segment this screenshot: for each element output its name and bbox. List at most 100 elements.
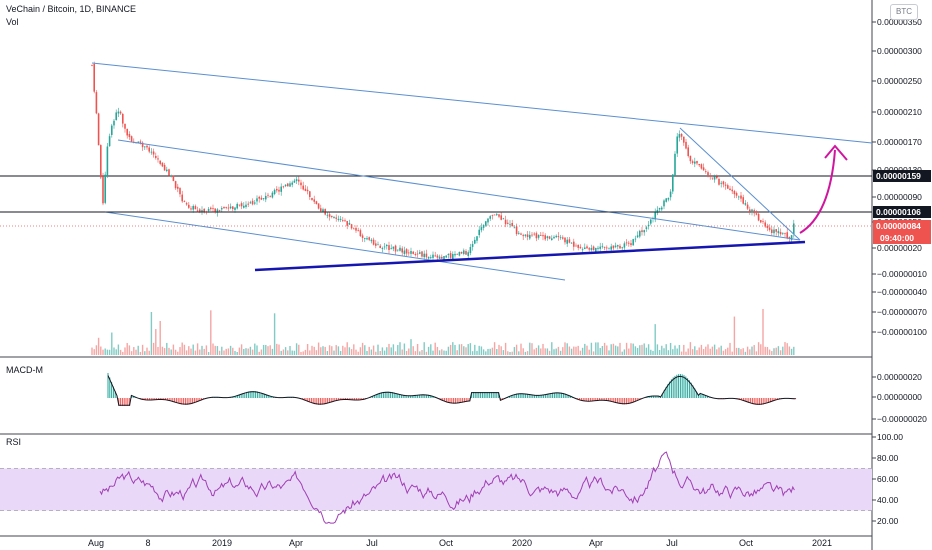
- candle-body: [634, 238, 637, 240]
- volume-bar: [526, 351, 529, 355]
- candle-body: [784, 232, 786, 234]
- volume-bar: [313, 346, 315, 355]
- volume-bar: [271, 348, 274, 355]
- candle-body: [751, 209, 753, 213]
- candle-body: [669, 191, 672, 198]
- volume-bar: [203, 348, 205, 355]
- candle-body: [291, 182, 293, 185]
- candle-body: [284, 184, 287, 187]
- trendline-descending[interactable]: [679, 127, 801, 241]
- candle-body: [608, 248, 610, 250]
- volume-bar: [436, 346, 439, 355]
- volume-bar: [392, 344, 395, 355]
- candle-body: [775, 229, 777, 232]
- candle-body: [313, 199, 315, 202]
- volume-bar: [463, 346, 465, 355]
- volume-bar: [141, 344, 144, 355]
- volume-bar: [652, 350, 654, 355]
- volume-bar: [381, 347, 384, 355]
- candle-body: [531, 234, 533, 236]
- volume-bar: [137, 345, 139, 355]
- volume-bar: [104, 348, 106, 355]
- projection-arrow[interactable]: [799, 149, 836, 234]
- candle-body: [306, 189, 309, 192]
- volume-bar: [119, 349, 122, 355]
- volume-bar: [788, 346, 791, 355]
- candle-body: [487, 218, 489, 223]
- volume-bar: [513, 347, 516, 355]
- volume-bar: [724, 349, 727, 355]
- candle-body: [166, 169, 168, 172]
- candle-body: [586, 246, 588, 249]
- candle-body: [370, 239, 373, 242]
- volume-bar: [509, 351, 511, 355]
- trendline-mid[interactable]: [117, 139, 801, 241]
- volume-bar: [238, 347, 241, 355]
- volume-bar: [306, 343, 309, 355]
- volume-bar: [370, 349, 373, 355]
- candle-body: [102, 176, 104, 204]
- x-tick-label: Oct: [439, 538, 454, 548]
- trendline-upper[interactable]: [91, 62, 873, 144]
- candle-body: [372, 239, 375, 245]
- volume-bar: [606, 345, 608, 355]
- volume-bar: [718, 347, 720, 355]
- volume-bar: [177, 351, 179, 355]
- volume-bar: [183, 344, 186, 355]
- candle-body: [793, 223, 795, 235]
- candle-body: [405, 249, 408, 254]
- volume-bar: [643, 343, 645, 355]
- volume-bar: [295, 343, 298, 355]
- candle-body: [113, 120, 115, 126]
- volume-bar: [348, 347, 351, 355]
- volume-bar: [309, 350, 311, 355]
- trendline-channel-low[interactable]: [104, 211, 566, 281]
- candle-body: [199, 209, 201, 213]
- candle-body: [161, 162, 164, 167]
- volume-bar: [284, 347, 287, 355]
- countdown-tag: [873, 232, 931, 244]
- candle-body: [416, 253, 419, 255]
- candle-body: [676, 136, 678, 154]
- volume-bar: [683, 344, 685, 355]
- y-tick-label: −0.00000010: [877, 269, 927, 279]
- candle-body: [355, 227, 357, 231]
- candle-body: [159, 160, 161, 164]
- candle-body: [786, 232, 788, 239]
- candle-body: [520, 233, 522, 235]
- candle-body: [335, 217, 337, 219]
- volume-bar: [742, 348, 744, 355]
- candle-body: [128, 134, 131, 138]
- volume-bar: [372, 345, 375, 355]
- volume-bar: [133, 347, 135, 355]
- candle-body: [337, 218, 340, 220]
- volume-bar: [216, 346, 219, 355]
- volume-bar: [335, 345, 337, 355]
- volume-bar: [212, 343, 214, 355]
- candle-body: [392, 246, 395, 249]
- volume-bar: [746, 346, 749, 355]
- support-line[interactable]: [254, 240, 806, 272]
- volume-bar: [282, 349, 285, 355]
- candle-body: [130, 136, 133, 142]
- volume-bar: [454, 345, 456, 355]
- candle-body: [566, 239, 568, 244]
- volume-bar: [698, 347, 700, 355]
- volume-bar: [236, 351, 238, 355]
- candle-body: [779, 232, 782, 235]
- macd-tick-label: 0.00000020: [877, 372, 922, 382]
- volume-bar: [608, 350, 610, 355]
- candle-body: [410, 251, 412, 254]
- candle-body: [524, 234, 527, 236]
- volume-bar: [667, 350, 670, 355]
- candle-body: [696, 161, 698, 164]
- candle-body: [441, 256, 443, 259]
- volume-bar: [540, 348, 542, 355]
- volume-bar: [293, 350, 296, 355]
- volume-bar: [524, 351, 527, 355]
- volume-bar: [100, 346, 102, 355]
- volume-bar: [720, 345, 722, 355]
- currency-badge[interactable]: BTC: [890, 4, 918, 20]
- candle-body: [555, 235, 557, 238]
